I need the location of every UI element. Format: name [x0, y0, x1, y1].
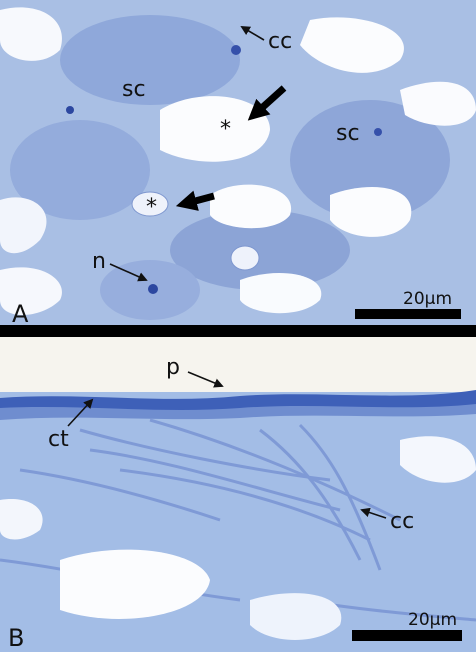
panel-label: B: [8, 624, 24, 652]
annotation: *: [146, 195, 157, 220]
annotation: ct: [48, 427, 69, 452]
figure: cc sc * sc * n A 20µm p ct cc B 20µm: [0, 0, 476, 652]
annotation: *: [220, 117, 231, 142]
annotation: n: [92, 249, 106, 274]
scale-bar-label: 20µm: [408, 610, 457, 630]
annotation: sc: [336, 121, 360, 146]
panel-label: A: [12, 300, 29, 328]
scale-bar-label: 20µm: [403, 289, 452, 309]
micrograph-a: [0, 0, 476, 325]
annotation: sc: [122, 77, 146, 102]
panel-divider: [0, 325, 476, 337]
annotation: cc: [390, 509, 414, 534]
scale-bar: [355, 309, 461, 319]
micrograph-b: [0, 337, 476, 652]
annotation: cc: [268, 29, 292, 54]
scale-bar: [352, 630, 462, 641]
annotation: p: [166, 355, 180, 380]
